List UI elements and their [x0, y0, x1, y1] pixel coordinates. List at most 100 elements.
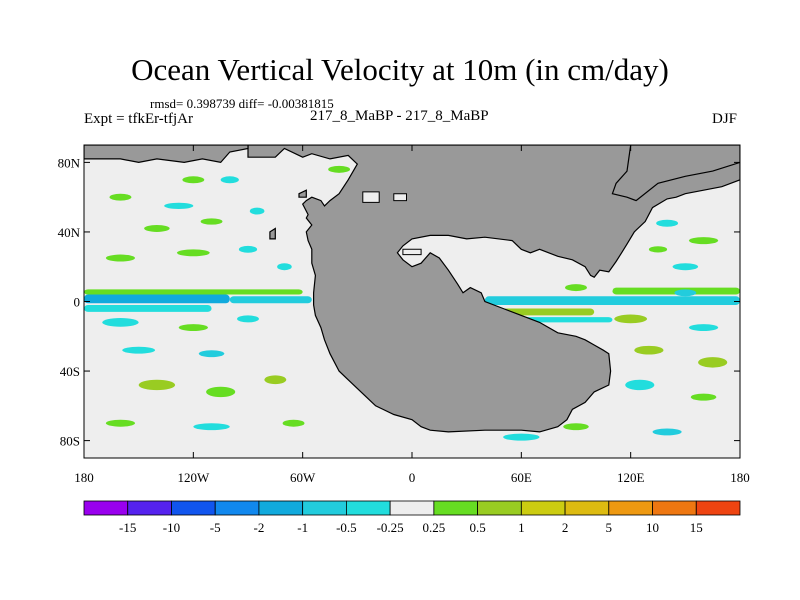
- land-mass: [84, 145, 249, 164]
- velocity-band: [521, 317, 613, 323]
- velocity-patch: [144, 224, 170, 232]
- colorbar-label: -5: [210, 520, 221, 535]
- velocity-patch: [176, 249, 210, 257]
- colorbar-swatch: [302, 500, 347, 516]
- velocity-patch: [122, 346, 156, 354]
- velocity-band: [229, 296, 312, 304]
- colorbar-swatch: [652, 500, 697, 516]
- velocity-patch: [105, 419, 136, 427]
- colorbar-label: 0.5: [469, 520, 485, 535]
- colorbar-swatch: [171, 500, 216, 516]
- x-tick-label: 60W: [290, 470, 316, 485]
- velocity-patch: [648, 246, 668, 253]
- land-mass: [611, 145, 740, 202]
- velocity-band: [84, 294, 230, 304]
- x-tick-label: 180: [74, 470, 94, 485]
- colorbar-swatch: [214, 500, 260, 516]
- land-mass: [298, 189, 307, 198]
- velocity-patch: [264, 375, 287, 385]
- colorbar-swatch: [258, 500, 304, 516]
- colorbar-swatch: [345, 500, 391, 516]
- velocity-patch: [688, 237, 719, 245]
- velocity-patch: [503, 433, 540, 441]
- velocity-patch: [282, 419, 305, 427]
- velocity-patch: [200, 218, 223, 225]
- velocity-patch: [652, 428, 682, 436]
- velocity-patch: [249, 207, 265, 215]
- x-tick-label: 120E: [617, 470, 645, 485]
- colorbar-swatch: [695, 500, 741, 516]
- colorbar: -15 -10 -5 -2 -1 -0.5 -0.25 0.25 0.5 1 2 5 10 15: [83, 500, 741, 535]
- colorbar-swatch: [608, 500, 653, 516]
- velocity-patch: [237, 315, 259, 323]
- velocity-patch: [238, 245, 258, 253]
- x-tick-label: 60E: [511, 470, 532, 485]
- x-tick-label: 0: [409, 470, 416, 485]
- velocity-patch: [625, 379, 655, 391]
- axis-ticks: 180 120W 60W 0 60E 120E 180 80N 40N 0 40S 80S: [58, 145, 750, 485]
- colorbar-swatch: [389, 500, 435, 516]
- velocity-patch: [328, 165, 351, 173]
- colorbar-label: -2: [254, 520, 265, 535]
- colorbar-swatch: [83, 500, 129, 516]
- velocity-patch: [164, 202, 194, 209]
- y-tick-label: 80S: [60, 434, 80, 449]
- y-tick-label: 40S: [60, 364, 80, 379]
- velocity-patch: [198, 350, 225, 358]
- land-mass: [269, 227, 276, 240]
- land-mass: [247, 145, 740, 433]
- velocity-band: [494, 308, 595, 316]
- velocity-band: [484, 296, 740, 305]
- colorbar-label: 5: [606, 520, 613, 535]
- velocity-patch: [277, 263, 292, 271]
- colorbar-label: -15: [119, 520, 136, 535]
- velocity-patch: [206, 386, 236, 398]
- colorbar-swatch: [477, 500, 522, 516]
- velocity-patch: [656, 219, 679, 227]
- velocity-patch: [220, 176, 239, 184]
- velocity-patch: [193, 423, 230, 431]
- x-tick-label: 180: [730, 470, 750, 485]
- colorbar-label: -10: [163, 520, 180, 535]
- rmsd-diff-stats: rmsd= 0.398739 diff= -0.00381815: [150, 96, 334, 111]
- velocity-patch: [563, 423, 589, 431]
- inland-sea: [362, 191, 380, 203]
- y-tick-label: 40N: [58, 225, 81, 240]
- chart-title: Ocean Vertical Velocity at 10m (in cm/da…: [131, 52, 669, 87]
- colorbar-label: 10: [646, 520, 659, 535]
- velocity-patch: [105, 254, 136, 262]
- colorbar-label: 2: [562, 520, 569, 535]
- velocity-patch: [672, 263, 699, 271]
- velocity-patch: [698, 357, 728, 368]
- colorbar-label: 1: [518, 520, 525, 535]
- colorbar-label: -1: [297, 520, 308, 535]
- velocity-patch: [138, 379, 176, 391]
- colorbar-label: 15: [690, 520, 703, 535]
- colorbar-label: 0.25: [422, 520, 445, 535]
- colorbar-swatch: [564, 500, 610, 516]
- velocity-patch: [178, 324, 208, 332]
- velocity-patch: [182, 176, 205, 184]
- case-difference-label: 217_8_MaBP - 217_8_MaBP: [310, 108, 489, 124]
- velocity-patch: [688, 324, 719, 332]
- colorbar-swatch: [433, 500, 479, 516]
- velocity-patch: [102, 318, 139, 327]
- velocity-patch: [690, 393, 717, 401]
- y-tick-label: 80N: [58, 155, 81, 170]
- map-field: [84, 145, 740, 458]
- velocity-patch: [614, 314, 648, 324]
- velocity-patch: [109, 193, 132, 201]
- colorbar-swatch: [127, 500, 172, 516]
- inland-sea: [393, 193, 407, 202]
- colorbar-label: -0.25: [377, 520, 404, 535]
- colorbar-label: -0.5: [336, 520, 357, 535]
- velocity-patch: [674, 289, 697, 297]
- experiment-label: Expt = tfkEr-tfjAr: [84, 111, 193, 127]
- velocity-patch: [634, 345, 664, 355]
- season-label: DJF: [712, 111, 738, 127]
- colorbar-swatch: [520, 500, 566, 516]
- velocity-band: [84, 289, 303, 295]
- velocity-band: [84, 304, 212, 312]
- y-tick-label: 0: [74, 295, 81, 310]
